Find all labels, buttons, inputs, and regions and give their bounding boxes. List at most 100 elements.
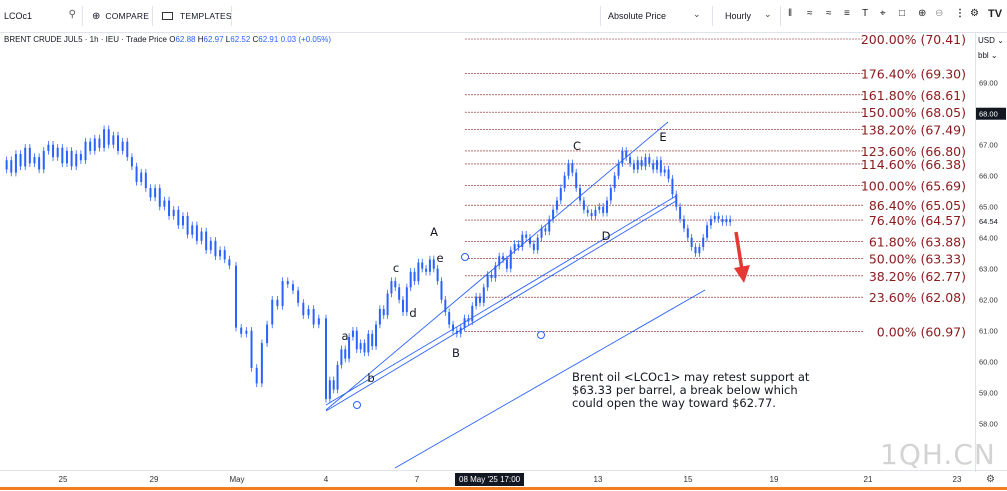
candle-body [126,141,129,158]
candle-body [405,287,408,313]
templates-button[interactable]: TEMPLATES [162,7,232,25]
price-tick-label: 62.00 [979,296,998,305]
symbol-input[interactable]: LCOc1 [4,11,33,21]
zoom-in-icon[interactable]: ⊕ [918,8,927,19]
candle-body [266,324,269,344]
candle-body [75,154,78,167]
candle-body [205,231,208,251]
time-axis[interactable] [0,470,1007,491]
candle-body [351,330,354,337]
channel-line [394,289,706,469]
candle-body [382,309,385,316]
candles-icon[interactable]: ‖ [788,8,793,19]
candle-body [494,265,497,279]
high-label: H [197,35,204,44]
candle-body [444,299,447,313]
time-tick-label: 7 [415,475,420,484]
top-toolbar: LCOc1 ⚲ ⊕ COMPARE TEMPLATES Absolute Pri… [0,0,1007,33]
wave-icon[interactable]: ≈ [826,8,832,19]
candle-body [79,154,82,161]
time-tick-label: May [229,475,244,484]
candle-body [47,144,50,151]
fib-level-label: 23.60% (62.08) [869,290,966,305]
time-tick-label: 25 [59,475,68,484]
fib-level-label: 50.00% (63.33) [869,251,966,266]
chevron-down-icon[interactable]: ⌄ [764,9,772,19]
candle-body [312,309,315,325]
candle-body [463,318,466,328]
toolbar-divider [780,6,781,26]
search-icon[interactable]: ⚲ [68,9,76,20]
candle-body [355,330,358,350]
time-tick-label: 13 [594,475,603,484]
candle-body [575,172,578,189]
candle-body [398,287,401,300]
candle-body [158,188,161,207]
unit-dropdown[interactable]: bbl ⌄ [978,51,998,60]
currency-dropdown[interactable]: USD ⌄ [978,36,1004,45]
candle-body [544,228,547,232]
fib-level-label: 161.80% (68.61) [861,88,966,103]
candle-body [10,160,13,173]
open-label: O [169,35,176,44]
price-axis[interactable] [975,32,1007,472]
candle-body [613,175,616,189]
candle-body [725,219,728,223]
candle-body [297,290,300,303]
gear-icon[interactable]: ⚙ [970,8,979,19]
candle-body [694,247,697,254]
fib-level-label: 86.40% (65.05) [869,198,966,213]
candle-body [271,299,274,325]
close-label: C [252,35,259,44]
indicators-icon[interactable]: ≈ [807,8,813,19]
price-mode-dropdown[interactable]: Absolute Price [608,7,666,25]
zoom-out-icon[interactable]: ⊖ [935,8,944,19]
gear-icon[interactable]: ⚙ [986,474,995,485]
chevron-down-icon[interactable]: ⌄ [693,9,701,19]
candle-body [571,163,574,173]
lines-icon[interactable]: ≡ [844,8,850,19]
candle-body [440,281,443,300]
candle-body [432,259,435,269]
candle-body [559,188,562,201]
candle-body [317,318,320,325]
last-price-label: 64.54 [979,217,998,226]
candle-body [502,256,505,260]
shape-icon[interactable]: □ [899,8,906,19]
wave-label: c [393,261,399,275]
candle-body [721,219,724,223]
candle-body [636,160,639,170]
watermark-logo: 1QH.CN [880,438,996,471]
candle-body [698,247,701,254]
compare-button[interactable]: ⊕ COMPARE [92,7,149,25]
candle-body [452,324,455,331]
candle-body [200,231,203,241]
measure-icon[interactable]: ⌖ [880,8,886,19]
time-tick-label: 29 [150,475,159,484]
more-options-icon[interactable]: ⋮ [955,8,965,19]
fib-level-label: 61.80% (63.88) [869,234,966,249]
candle-body [328,380,331,399]
toolbar-divider [712,6,713,26]
candle-body [281,281,284,306]
candle-body [509,250,512,269]
candle-body [652,163,655,170]
candle-body [598,206,601,210]
candle-body [675,194,678,207]
candle-body [19,154,22,167]
price-tick-label: 67.00 [979,141,998,150]
interval-dropdown[interactable]: Hourly [725,7,751,25]
symbol-search-box[interactable]: LCOc1 ⚲ [0,6,83,26]
candle-body [65,150,68,164]
projection-arrow [734,231,750,283]
candle-body [625,150,628,158]
candle-body [70,150,73,167]
price-tick-label: 66.00 [979,172,998,181]
wave-label: A [430,225,438,239]
candle-body [154,188,157,198]
candle-body [602,206,605,213]
candle-body [149,188,152,198]
open-value: 62.88 [175,35,196,44]
text-tool-icon[interactable]: T [862,8,869,19]
